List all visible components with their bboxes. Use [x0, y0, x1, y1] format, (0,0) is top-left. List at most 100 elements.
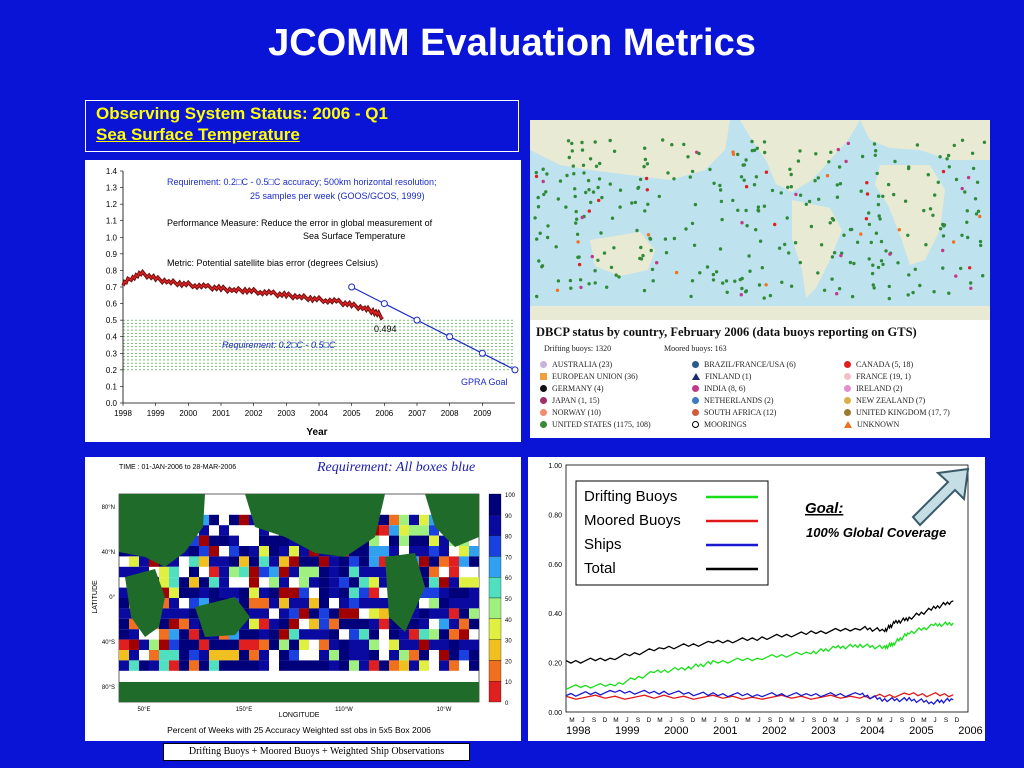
dbcp-legend-item: AUSTRALIA (23)	[540, 360, 612, 369]
buoy-dot	[973, 197, 978, 201]
grid-cell	[199, 660, 209, 671]
buoy-dot	[642, 164, 646, 169]
grid-cell	[239, 566, 249, 578]
buoy-dot	[579, 285, 583, 290]
grid-cell	[159, 639, 169, 650]
coverage-month-tick-label: D	[647, 717, 652, 724]
grid-cell	[299, 556, 309, 567]
dbcp-legend-marker	[844, 373, 851, 380]
grid-cell	[319, 608, 329, 619]
colorbar-tick-label: 10	[505, 680, 512, 686]
buoy-dot	[887, 284, 891, 289]
grid-cell	[209, 514, 219, 526]
buoy-dot	[587, 209, 591, 213]
dbcp-legend-label: CANADA (5, 18)	[856, 360, 914, 369]
bias-y-tick-label: 0.8	[106, 266, 118, 275]
buoy-dot	[875, 171, 879, 176]
buoy-dot	[974, 212, 979, 216]
grid-cell	[309, 566, 319, 578]
buoy-dot	[872, 286, 876, 290]
grid-cell	[219, 639, 229, 650]
grid-cell	[409, 629, 419, 640]
dbcp-legend-item: UNITED STATES (1175, 108)	[540, 420, 651, 429]
grid-cell	[319, 618, 329, 630]
dbcp-legend-item: INDIA (8, 6)	[692, 384, 746, 393]
latitude-tick-label: 40°N	[102, 550, 115, 556]
coverage-left-tick-label: 0.60	[548, 562, 562, 569]
buoy-dot	[581, 163, 586, 167]
grid-cell	[429, 608, 439, 619]
grid-cell	[409, 618, 419, 630]
buoy-dot	[879, 239, 884, 244]
dbcp-legend: AUSTRALIA (23) EUROPEAN UNION (36) GERMANY…	[540, 360, 990, 434]
dbcp-legend-label: FRANCE (19, 1)	[856, 372, 911, 381]
grid-cell	[249, 556, 259, 567]
grid-cell	[269, 535, 279, 546]
buoy-dot	[567, 155, 571, 160]
grid-cell	[319, 566, 329, 578]
buoy-dot	[642, 288, 647, 293]
coverage-month-tick-label: M	[701, 717, 706, 724]
buoy-dot	[893, 159, 897, 164]
bias-x-tick-label: 2005	[343, 409, 361, 418]
grid-cell	[349, 608, 359, 619]
grid-cell	[209, 650, 219, 661]
buoy-dot	[913, 267, 917, 271]
performance-text-1: Performance Measure: Reduce the error in…	[167, 218, 433, 228]
grid-cell	[429, 535, 439, 546]
buoy-dot	[764, 170, 769, 174]
grid-cell	[419, 587, 429, 598]
buoy-dot	[852, 261, 856, 266]
grid-cell	[239, 587, 249, 598]
coverage-year-tick-label: 2004	[860, 725, 884, 737]
grid-cell	[159, 587, 169, 598]
grid-cell	[199, 556, 209, 567]
dbcp-map	[530, 120, 990, 320]
dbcp-legend-item: FINLAND (1)	[692, 372, 751, 381]
buoy-dot	[564, 205, 568, 209]
gpra-goal-point	[511, 366, 519, 374]
grid-cell	[309, 598, 319, 609]
grid-cell	[329, 566, 339, 578]
grid-cell	[249, 577, 259, 588]
grid-cell	[199, 650, 209, 661]
grid-cell	[259, 618, 269, 630]
buoy-dot	[762, 140, 767, 144]
buoy-dot	[869, 240, 873, 245]
buoy-dot	[976, 209, 981, 213]
dbcp-legend-marker	[692, 409, 699, 416]
grid-cell	[369, 629, 379, 640]
grid-cell	[179, 587, 189, 598]
buoy-dot	[542, 192, 546, 197]
drifting-count: Drifting buoys: 1320	[544, 344, 612, 353]
grid-cell	[369, 556, 379, 567]
grid-cell	[159, 650, 169, 661]
buoy-dot	[534, 170, 538, 175]
grid-cell	[279, 566, 289, 578]
buoy-dot	[682, 142, 686, 147]
coverage-month-tick-label: M	[789, 717, 794, 724]
grid-cell	[429, 546, 439, 557]
coverage-month-tick-label: M	[657, 717, 662, 724]
grid-cell	[319, 650, 329, 661]
grid-cell	[289, 618, 299, 630]
grid-cell	[169, 587, 179, 598]
coverage-month-tick-label: D	[955, 717, 960, 724]
buoy-dot	[736, 208, 740, 212]
buoy-dot	[633, 200, 638, 205]
coverage-month-tick-label: J	[757, 717, 760, 724]
buoy-dot	[798, 193, 803, 197]
buoy-dot	[814, 152, 818, 156]
buoy-dot	[618, 188, 623, 192]
grid-cell	[199, 598, 209, 609]
dbcp-legend-marker	[692, 397, 699, 404]
buoy-dot	[911, 290, 915, 295]
bias-y-tick-label: 0.6	[106, 300, 118, 309]
grid-cell	[259, 629, 269, 640]
coverage-series-panel: 1.000.800.600.400.200.00100806040200 MJS…	[528, 457, 1003, 741]
buoy-dot	[570, 141, 574, 146]
buoy-dot	[933, 193, 937, 197]
grid-cell	[379, 525, 389, 536]
bias-series-line	[122, 270, 384, 320]
coverage-month-tick-label: J	[889, 717, 892, 724]
